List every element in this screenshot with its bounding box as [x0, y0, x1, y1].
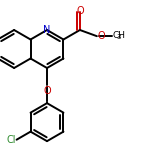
Text: O: O — [43, 86, 51, 96]
Text: 3: 3 — [116, 34, 121, 40]
Text: CH: CH — [113, 31, 126, 41]
Text: O: O — [98, 31, 106, 41]
Text: N: N — [43, 24, 51, 34]
Text: Cl: Cl — [6, 135, 16, 145]
Text: O: O — [76, 6, 84, 16]
